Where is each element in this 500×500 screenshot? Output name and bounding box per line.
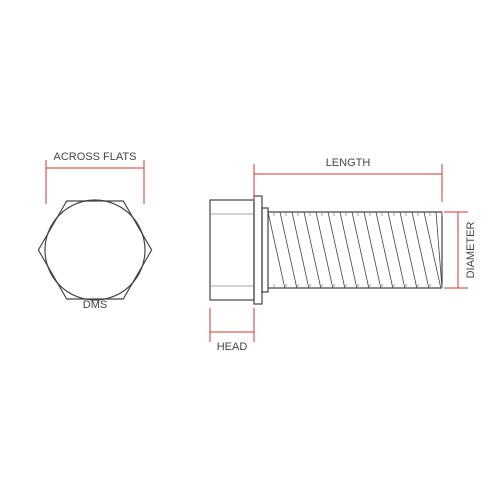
label-across-flats: ACROSS FLATS	[54, 151, 137, 163]
head-side	[210, 200, 254, 300]
head-circle	[45, 200, 145, 300]
bolt-diagram: ACROSS FLATS DMS LENGTH HEAD DIAMETER	[0, 0, 500, 500]
label-length: LENGTH	[326, 157, 371, 169]
label-head: HEAD	[217, 341, 248, 353]
flange	[254, 196, 262, 304]
label-dms: DMS	[83, 299, 107, 311]
label-diameter: DIAMETER	[465, 222, 477, 279]
side-view	[210, 164, 468, 342]
hex-outline	[38, 201, 151, 299]
head-front-view	[38, 160, 151, 300]
